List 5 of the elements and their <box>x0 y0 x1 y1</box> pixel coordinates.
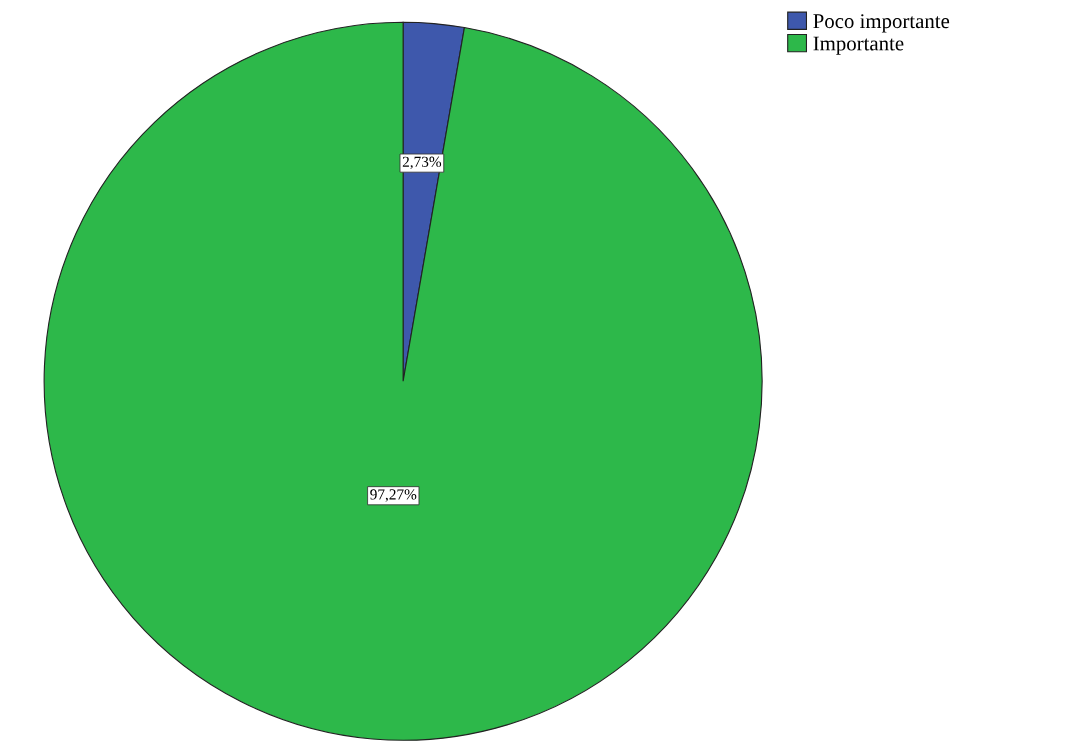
legend-label: Poco importante <box>813 14 950 33</box>
data-label: 2,73% <box>402 156 442 170</box>
legend-label: Importante <box>813 36 904 55</box>
pie-slice <box>43 21 763 741</box>
data-label: 97,27% <box>370 489 417 502</box>
